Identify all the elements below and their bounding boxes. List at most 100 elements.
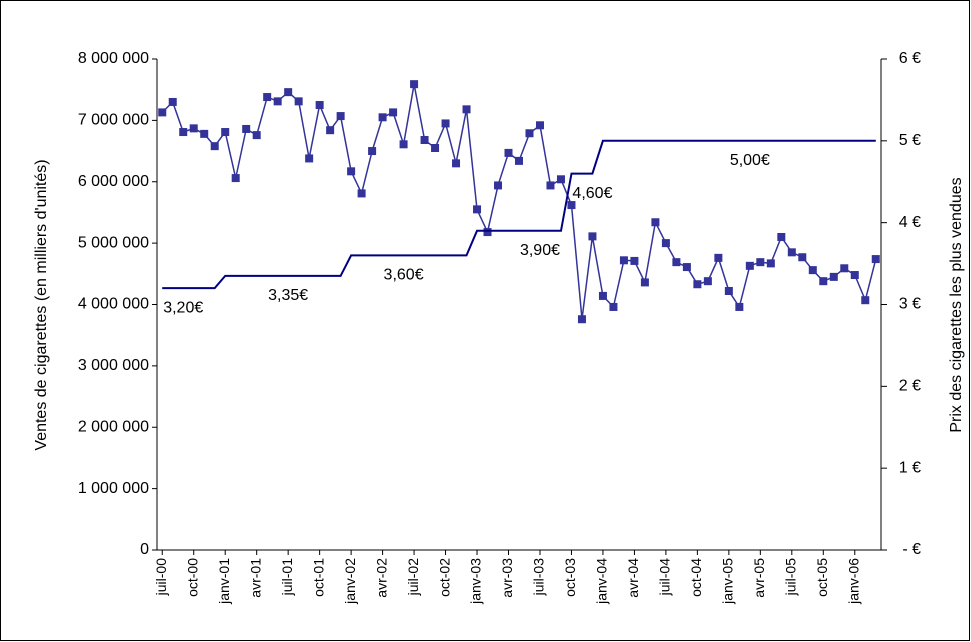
data-point <box>357 189 366 198</box>
y2-tick-label: 4 € <box>899 214 921 231</box>
x-tick-label: juil-04 <box>657 558 673 597</box>
y-tick-label: 4 000 000 <box>78 296 149 313</box>
x-tick-label: juil-02 <box>405 558 421 597</box>
data-point <box>378 113 387 122</box>
data-point <box>609 302 618 311</box>
data-point <box>546 181 555 190</box>
data-point <box>368 147 377 156</box>
x-tick-label: janv-01 <box>216 558 232 605</box>
data-point <box>273 97 282 106</box>
data-point <box>284 88 293 97</box>
data-point <box>515 156 523 165</box>
data-point <box>242 124 251 133</box>
data-point <box>473 205 482 214</box>
value-label: 3,90€ <box>520 242 560 259</box>
data-point <box>735 302 744 311</box>
x-tick-label: juil-03 <box>531 558 547 597</box>
data-point <box>829 272 838 281</box>
data-point <box>661 239 670 248</box>
data-point <box>389 108 398 117</box>
y2-tick-label: - € <box>902 541 921 558</box>
value-label: 3,20€ <box>163 299 203 316</box>
data-point <box>598 291 607 300</box>
data-point <box>808 266 817 275</box>
data-point <box>452 159 461 168</box>
data-point <box>315 101 324 110</box>
data-point <box>777 232 786 241</box>
x-tick-label: oct-02 <box>436 558 452 597</box>
data-point <box>504 148 513 157</box>
data-point <box>724 286 733 295</box>
x-tick-label: oct-05 <box>814 558 830 597</box>
data-point <box>766 259 775 268</box>
value-label: 3,60€ <box>384 267 424 284</box>
y-tick-label: 2 000 000 <box>78 418 149 435</box>
y-tick-label: 6 000 000 <box>78 173 149 190</box>
data-point <box>189 124 198 133</box>
data-point <box>850 271 859 280</box>
x-tick-label: janv-06 <box>845 558 861 605</box>
data-point <box>672 258 681 267</box>
y2-axis-title: Prix des cigarettes les plus vendues <box>948 177 965 432</box>
data-point <box>294 97 303 106</box>
data-point <box>619 256 628 265</box>
data-point <box>158 108 167 117</box>
data-point <box>840 264 849 273</box>
data-point <box>168 97 177 106</box>
value-label: 4,60€ <box>572 185 612 202</box>
x-tick-label: janv-03 <box>468 558 484 605</box>
data-point <box>399 140 408 149</box>
y-tick-label: 3 000 000 <box>78 357 149 374</box>
y-tick-label: 8 000 000 <box>78 50 149 67</box>
x-tick-label: juil-01 <box>279 558 295 597</box>
x-tick-label: avr-03 <box>499 558 515 598</box>
data-point <box>588 232 597 241</box>
data-point <box>556 175 565 184</box>
data-point <box>210 142 219 151</box>
data-point <box>305 154 314 163</box>
data-point <box>494 181 503 190</box>
data-point <box>651 218 660 227</box>
data-point <box>714 253 723 262</box>
x-tick-label: avr-01 <box>247 558 263 598</box>
y2-tick-label: 5 € <box>899 132 921 149</box>
x-tick-label: oct-00 <box>184 558 200 597</box>
data-point <box>787 248 796 257</box>
data-point <box>231 174 240 183</box>
data-point <box>410 80 419 89</box>
data-point <box>756 258 765 267</box>
data-point <box>745 261 754 270</box>
data-point <box>567 201 576 210</box>
x-tick-label: janv-02 <box>342 558 358 605</box>
y2-tick-label: 2 € <box>899 378 921 395</box>
data-point <box>221 128 230 137</box>
x-tick-label: oct-04 <box>688 558 704 597</box>
data-point <box>525 129 534 138</box>
value-label: 5,00€ <box>730 152 770 169</box>
x-tick-label: juil-05 <box>783 558 799 597</box>
data-point <box>798 253 807 262</box>
y2-tick-label: 3 € <box>899 296 921 313</box>
data-point <box>630 256 639 265</box>
y2-tick-label: 1 € <box>899 459 921 476</box>
y-tick-label: 5 000 000 <box>78 234 149 251</box>
data-point <box>347 167 356 176</box>
series-line <box>162 139 876 290</box>
data-point <box>682 263 691 272</box>
data-point <box>441 119 450 128</box>
y-tick-label: 1 000 000 <box>78 480 149 497</box>
data-point <box>640 278 649 287</box>
data-point <box>703 277 712 286</box>
data-point <box>483 228 492 237</box>
data-point <box>336 112 345 121</box>
y-tick-label: 7 000 000 <box>78 112 149 129</box>
x-tick-label: janv-05 <box>720 558 736 605</box>
data-point <box>326 126 335 135</box>
data-point <box>420 136 429 145</box>
x-tick-label: avr-02 <box>373 558 389 598</box>
data-point <box>535 121 544 130</box>
data-point <box>252 131 261 140</box>
data-point <box>577 315 586 324</box>
data-point <box>871 255 880 264</box>
